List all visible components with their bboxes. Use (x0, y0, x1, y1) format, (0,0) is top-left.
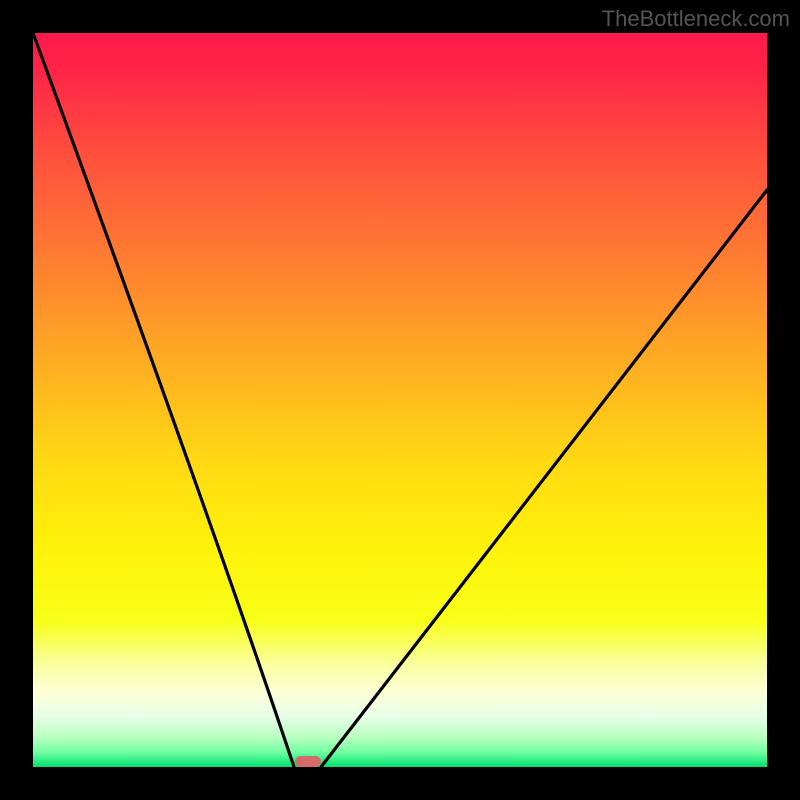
bottleneck-chart-svg (0, 0, 800, 800)
optimal-marker (295, 756, 321, 767)
watermark-text: TheBottleneck.com (602, 6, 790, 32)
chart-plot-area (33, 33, 767, 767)
